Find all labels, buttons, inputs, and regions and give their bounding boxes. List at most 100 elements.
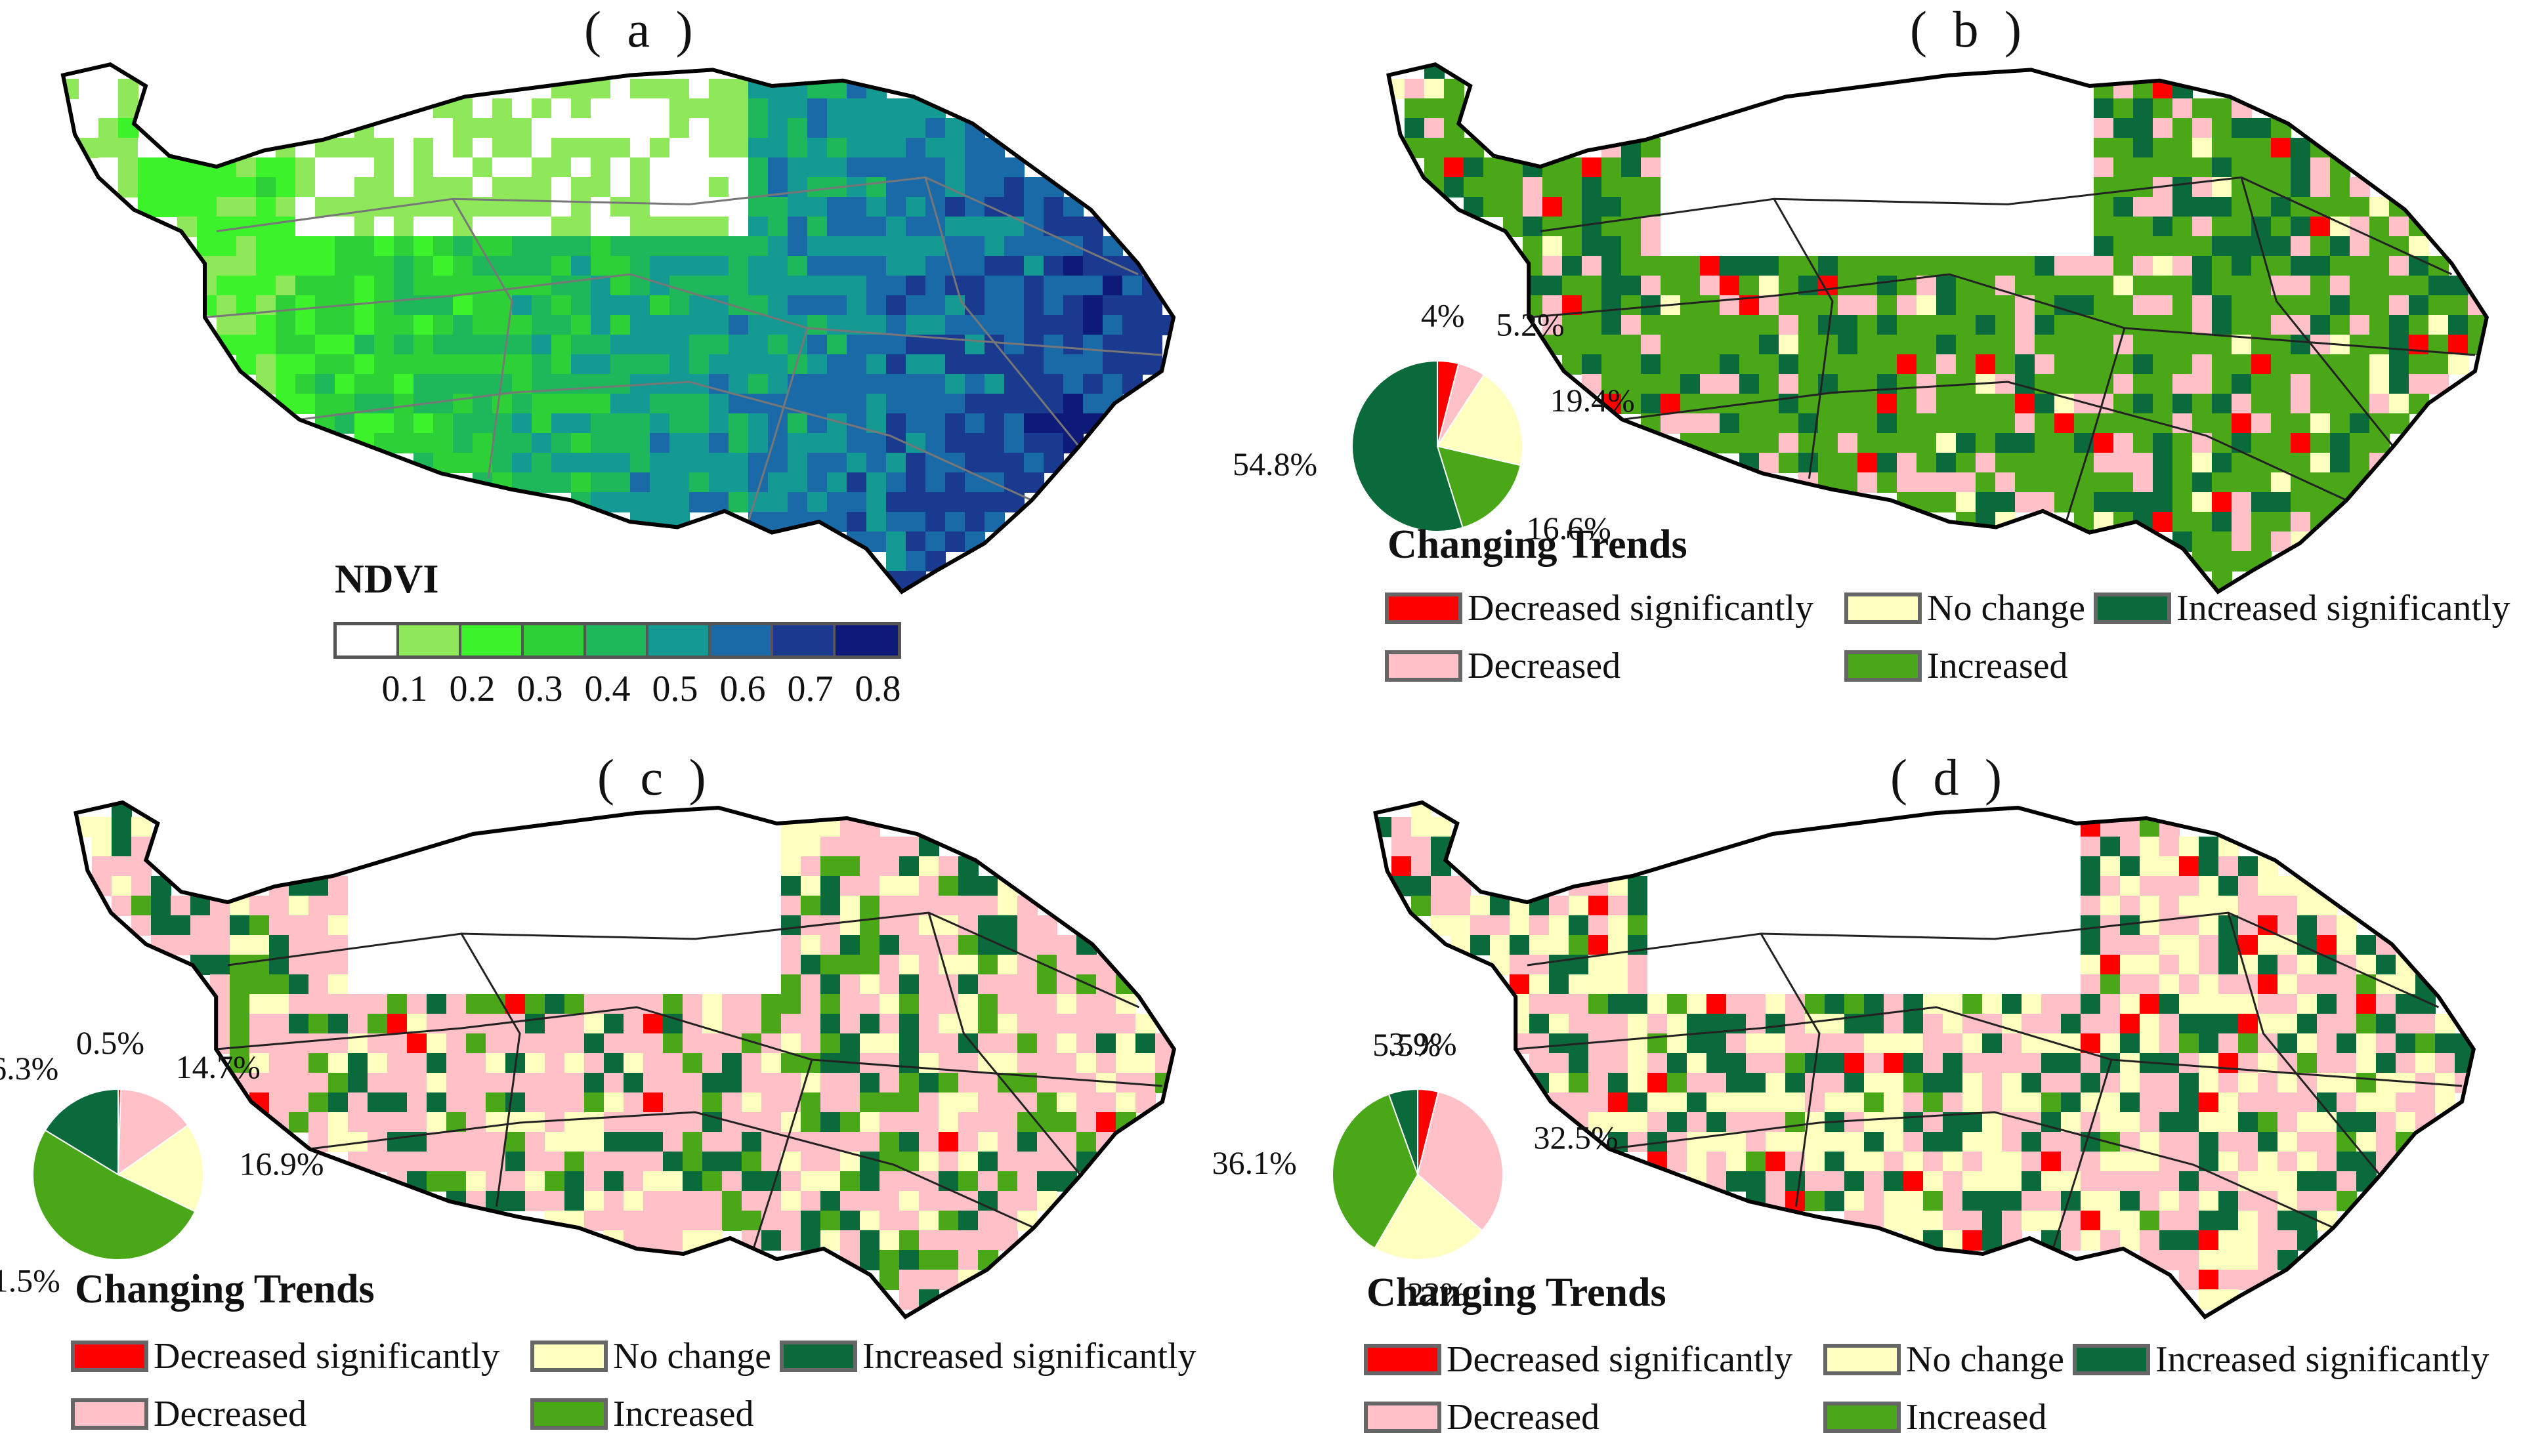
legend-label: Increased significantly xyxy=(2176,588,2510,629)
ndvi-tick-label: 0.5 xyxy=(652,669,698,709)
region-boundary xyxy=(2065,327,2126,522)
pie-slice-label: 51.5% xyxy=(0,1262,60,1299)
pie-slice-label: 4% xyxy=(1421,297,1465,333)
region-boundary xyxy=(1527,911,2440,1009)
pie-slice-label: 5.2% xyxy=(1496,306,1565,343)
legend-swatch xyxy=(780,1341,857,1372)
region-boundary xyxy=(747,327,809,522)
plateau-outline xyxy=(1386,62,2489,594)
pie-slice-label: 16.3% xyxy=(0,1050,58,1087)
legend-label: Decreased xyxy=(1468,646,1621,686)
legend-swatch xyxy=(71,1398,148,1430)
ndvi-tick-label: 0.4 xyxy=(584,669,631,709)
region-boundary xyxy=(1515,1006,2463,1087)
legend-item: Decreased significantly xyxy=(1364,1339,1792,1381)
region-boundary xyxy=(2052,1059,2113,1249)
ndvi-tick-labels: 0.1 0.2 0.3 0.4 0.5 0.6 0.7 0.8 xyxy=(371,668,912,710)
legend-label: Decreased xyxy=(1447,1397,1600,1438)
region-boundary xyxy=(204,273,1162,356)
ndvi-tick-label: 0.2 xyxy=(449,669,496,709)
legend-swatch xyxy=(2073,1344,2150,1375)
ndvi-color-cell xyxy=(836,625,898,655)
region-boundary xyxy=(227,911,1140,1009)
legend-label: Increased xyxy=(613,1394,754,1434)
map-raster xyxy=(75,802,1174,1310)
ndvi-color-cell xyxy=(773,625,836,655)
pie-slice-label: 54.8% xyxy=(1233,446,1317,482)
legend-swatch xyxy=(530,1341,608,1372)
ndvi-tick-label: 0.8 xyxy=(855,669,901,709)
ndvi-tick-label: 0.1 xyxy=(381,669,428,709)
panel-d-title: ( d ) xyxy=(1890,749,2008,806)
legend-item: Decreased significantly xyxy=(1385,587,1813,629)
pie-c: 0.5% 14.7% 16.9% 51.5% 16.3% xyxy=(0,1024,324,1299)
region-boundary xyxy=(1622,381,2347,501)
map-raster xyxy=(1375,802,2474,1310)
pie-b: 4% 5.2% 19.4% 16.6% 54.8% xyxy=(1233,297,1635,546)
pie-slice-label: 5.5% xyxy=(1372,1026,1441,1063)
legend-item: No change xyxy=(530,1335,771,1377)
pie-slice xyxy=(1374,1173,1483,1260)
plateau-outline xyxy=(60,62,1176,594)
legend-label: No change xyxy=(1906,1339,2065,1380)
ndvi-color-cell xyxy=(399,625,461,655)
legend-swatch xyxy=(1844,593,1922,624)
legend-item: No change xyxy=(1823,1339,2064,1381)
legend-label: Decreased significantly xyxy=(1468,588,1814,629)
legend-item: Increased significantly xyxy=(2073,1339,2489,1381)
legend-label: Decreased significantly xyxy=(154,1336,500,1377)
ndvi-color-cell xyxy=(461,625,524,655)
pie-d: 3.9% 32.5% 22% 36.1% 5.5% xyxy=(1212,1025,1619,1312)
legend-label: Increased significantly xyxy=(862,1336,1197,1377)
pie-slice xyxy=(1351,360,1464,532)
legend-item: Increased significantly xyxy=(2094,587,2510,629)
map-raster xyxy=(63,64,1174,591)
map-b-trend xyxy=(1386,62,2489,594)
legend-item: Decreased xyxy=(1364,1396,1599,1438)
pie-slice xyxy=(32,1129,196,1260)
legend-swatch xyxy=(530,1398,608,1430)
pie-slice-label: 22% xyxy=(1407,1276,1468,1312)
legend-label: No change xyxy=(1927,588,2086,629)
pie-slice xyxy=(1436,445,1521,529)
legend-swatch xyxy=(1385,650,1462,682)
ndvi-color-cell xyxy=(711,625,773,655)
legend-item: No change xyxy=(1844,587,2085,629)
legend-swatch xyxy=(1823,1344,1901,1375)
legend-d-title: Changing Trends xyxy=(1366,1270,1666,1315)
ndvi-colorbar xyxy=(333,622,901,659)
region-boundary xyxy=(216,176,1139,276)
ndvi-legend-title: NDVI xyxy=(335,557,439,602)
legend-swatch xyxy=(1844,650,1922,682)
legend-swatch xyxy=(1364,1402,1441,1433)
legend-label: Decreased xyxy=(154,1394,307,1434)
legend-swatch xyxy=(1385,593,1462,624)
legend-c-title: Changing Trends xyxy=(75,1267,375,1312)
legend-label: Decreased significantly xyxy=(1447,1339,1793,1380)
legend-swatch xyxy=(1364,1344,1441,1375)
pie-slice xyxy=(44,1088,119,1176)
legend-item: Decreased significantly xyxy=(71,1335,499,1377)
region-boundary xyxy=(1609,1111,2334,1229)
region-boundary xyxy=(460,933,521,1207)
legend-label: Increased significantly xyxy=(2155,1339,2489,1380)
region-boundary xyxy=(299,381,1032,501)
legend-item: Increased significantly xyxy=(780,1335,1196,1377)
pie-slice-label: 16.6% xyxy=(1527,510,1611,547)
pie-slice xyxy=(1388,1088,1418,1175)
plateau-outline xyxy=(74,800,1177,1320)
pie-slice-label: 36.1% xyxy=(1212,1144,1297,1181)
region-boundary xyxy=(309,1111,1034,1229)
pie-slice xyxy=(1332,1093,1419,1249)
plateau-outline xyxy=(1373,800,2476,1320)
region-boundary xyxy=(927,912,1082,1176)
region-boundary xyxy=(1529,273,2476,356)
pie-slice-label: 0.5% xyxy=(76,1024,144,1061)
pie-slice xyxy=(1436,373,1523,467)
legend-swatch xyxy=(71,1341,148,1372)
legend-b-title: Changing Trends xyxy=(1388,522,1687,567)
map-d-trend xyxy=(1373,800,2476,1320)
legend-item: Increased xyxy=(1844,645,2068,687)
ndvi-tick-label: 0.7 xyxy=(787,669,834,709)
legend-item: Increased xyxy=(530,1393,754,1435)
